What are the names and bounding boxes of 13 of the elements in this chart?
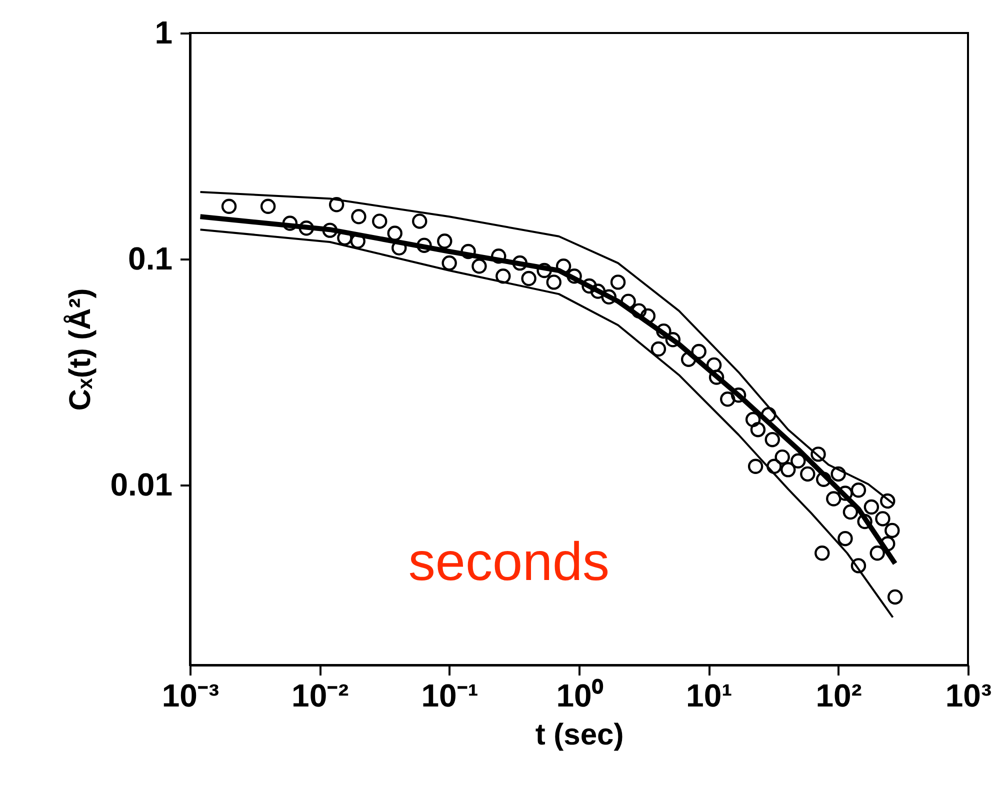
x-tick-label: 10⁰ <box>556 678 604 714</box>
y-tick-label: 0.1 <box>128 240 172 277</box>
x-tick-label: 10¹ <box>686 678 732 714</box>
y-tick-label: 0.01 <box>110 466 172 503</box>
y-axis-title: Cₓ(t) (Å²) <box>63 288 98 411</box>
x-tick-label: 10⁻³ <box>162 678 220 714</box>
x-axis-title: t (sec) <box>535 718 624 752</box>
y-tick-label: 1 <box>154 14 172 50</box>
x-tick-label: 10⁻² <box>292 678 349 714</box>
x-tick-label: 10² <box>816 678 862 714</box>
x-tick-label: 10⁻¹ <box>421 678 478 714</box>
x-tick-label: 10³ <box>945 678 992 714</box>
annotation: seconds <box>408 532 610 592</box>
